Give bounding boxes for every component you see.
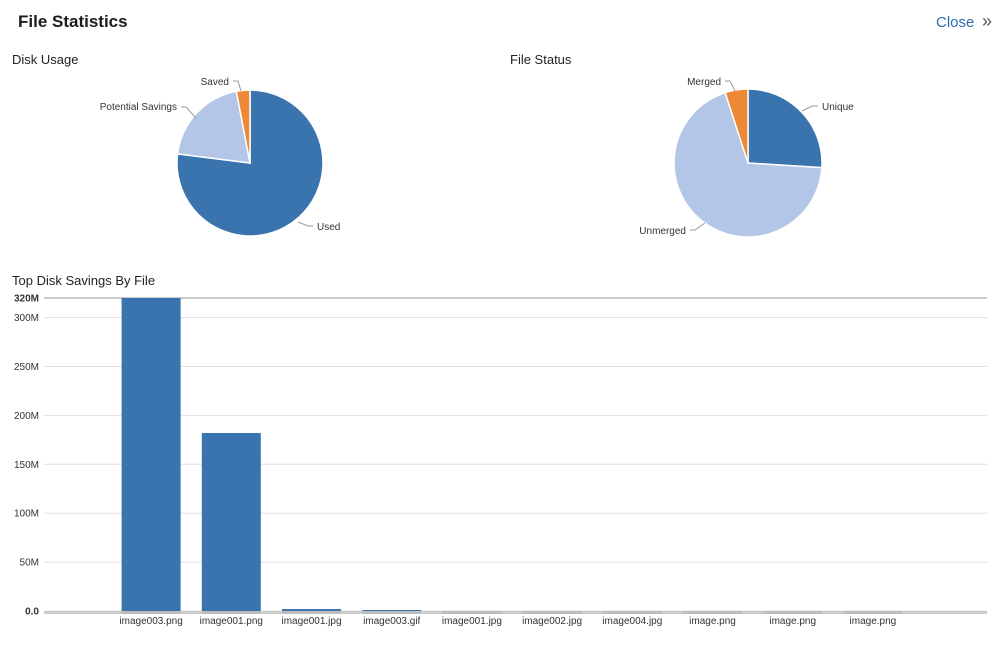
pie-slice-saved[interactable] bbox=[235, 89, 251, 164]
x-axis-line bbox=[44, 611, 987, 614]
pie-label-potential-savings: Potential Savings bbox=[100, 102, 177, 113]
bar-0[interactable] bbox=[121, 298, 181, 611]
y-tick-label: 300M bbox=[14, 313, 39, 324]
x-tick-label: image001.jpg bbox=[442, 616, 502, 627]
page-title: File Statistics bbox=[18, 12, 128, 31]
y-tick-label: 100M bbox=[14, 509, 39, 520]
pie-label-leader bbox=[725, 80, 736, 92]
bar-base bbox=[763, 611, 823, 614]
x-tick-label: image001.png bbox=[200, 616, 263, 627]
double-chevron-right-icon[interactable]: » bbox=[982, 11, 993, 31]
y-tick-label: 250M bbox=[14, 362, 39, 373]
pie-label-leader bbox=[297, 221, 313, 227]
x-tick-label: image004.jpg bbox=[602, 616, 662, 627]
bar-base bbox=[683, 611, 742, 614]
y-tick-label: 320M bbox=[14, 294, 39, 305]
pie-label-leader bbox=[690, 222, 706, 231]
pie-label-unmerged: Unmerged bbox=[639, 226, 686, 237]
pie-label-merged: Merged bbox=[687, 77, 721, 88]
pie-slice-unique[interactable] bbox=[747, 88, 823, 169]
pie-slice-merged[interactable] bbox=[724, 88, 749, 164]
x-tick-label: image003.png bbox=[119, 616, 182, 627]
pie-label-leader bbox=[801, 105, 818, 112]
bar-3[interactable] bbox=[362, 610, 422, 611]
pie-label-unique: Unique bbox=[822, 102, 854, 113]
bar-base bbox=[121, 611, 181, 614]
bar-base bbox=[282, 611, 341, 614]
y-tick-label: 50M bbox=[20, 558, 39, 569]
pie-slice-potential-savings[interactable] bbox=[176, 90, 251, 164]
x-tick-label: image.png bbox=[689, 616, 736, 627]
bar-base bbox=[843, 611, 903, 614]
close-button[interactable]: Close bbox=[936, 14, 975, 31]
pie-label-leader bbox=[181, 106, 197, 119]
y-tick-label: 0.0 bbox=[25, 607, 39, 618]
pie-label-saved: Saved bbox=[201, 77, 229, 88]
pie-label-used: Used bbox=[317, 222, 340, 233]
bar-2[interactable] bbox=[282, 609, 341, 611]
y-tick-label: 200M bbox=[14, 411, 39, 422]
bar-base bbox=[602, 611, 662, 614]
x-tick-label: image.png bbox=[850, 616, 897, 627]
bar-base bbox=[201, 611, 261, 614]
pie-label-leader bbox=[233, 80, 242, 92]
x-tick-label: image001.jpg bbox=[281, 616, 341, 627]
disk-usage-title: Disk Usage bbox=[12, 52, 79, 67]
x-tick-label: image.png bbox=[769, 616, 816, 627]
x-tick-label: image003.gif bbox=[363, 616, 420, 627]
bar-1[interactable] bbox=[201, 432, 261, 611]
pie-slice-unmerged[interactable] bbox=[673, 91, 823, 238]
top-disk-savings-title: Top Disk Savings By File bbox=[12, 273, 156, 288]
x-tick-label: image002.jpg bbox=[522, 616, 582, 627]
y-tick-label: 150M bbox=[14, 460, 39, 471]
file-status-title: File Status bbox=[510, 52, 572, 67]
bar-base bbox=[362, 611, 422, 614]
bar-base bbox=[522, 611, 582, 614]
bar-base bbox=[442, 611, 502, 614]
